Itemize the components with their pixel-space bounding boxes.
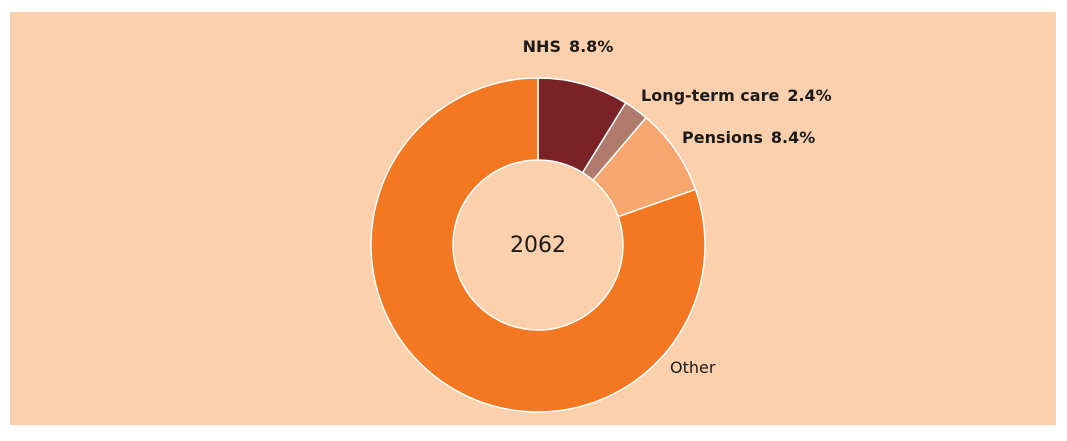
slice-label: Long-term care 2.4% (641, 86, 832, 105)
slice-name: Pensions (682, 128, 763, 147)
slice-label: Pensions 8.4% (682, 128, 815, 147)
slice-label: NHS 8.8% (523, 37, 614, 56)
slice-value: 2.4% (787, 86, 831, 105)
slice-name: Other (670, 358, 716, 377)
slice-label: Other (670, 358, 716, 377)
donut-slice (370, 77, 706, 413)
slice-name: Long-term care (641, 86, 779, 105)
slice-value: 8.4% (771, 128, 815, 147)
slice-name: NHS (523, 37, 561, 56)
slice-value: 8.8% (569, 37, 613, 56)
center-label: 2062 (510, 233, 566, 258)
